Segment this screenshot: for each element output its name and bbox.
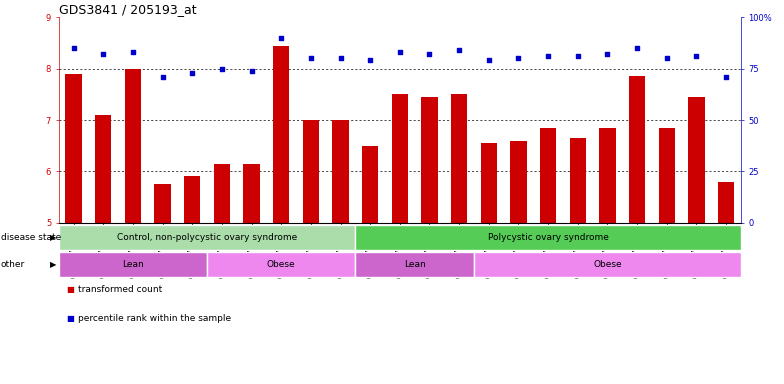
Point xyxy=(97,51,110,57)
Bar xyxy=(95,115,111,223)
Text: Lean: Lean xyxy=(122,260,143,270)
Bar xyxy=(421,97,437,223)
Point xyxy=(305,55,318,61)
Bar xyxy=(273,46,289,223)
Text: other: other xyxy=(1,260,25,270)
Bar xyxy=(184,177,201,223)
Text: Control, non-polycystic ovary syndrome: Control, non-polycystic ovary syndrome xyxy=(117,233,297,242)
Bar xyxy=(510,141,527,223)
Point xyxy=(127,49,140,55)
Point xyxy=(423,51,436,57)
Text: Lean: Lean xyxy=(404,260,426,270)
Bar xyxy=(303,120,319,223)
Point xyxy=(660,55,673,61)
Point xyxy=(275,35,288,41)
Bar xyxy=(540,128,557,223)
Bar xyxy=(688,97,705,223)
Point xyxy=(245,68,258,74)
Bar xyxy=(570,138,586,223)
Point xyxy=(334,55,347,61)
Bar xyxy=(481,143,497,223)
Bar xyxy=(474,252,741,278)
Text: ■: ■ xyxy=(67,285,74,294)
Bar xyxy=(355,225,741,250)
Point xyxy=(482,57,495,63)
Bar xyxy=(659,128,675,223)
Text: percentile rank within the sample: percentile rank within the sample xyxy=(78,314,231,323)
Point xyxy=(156,74,169,80)
Bar xyxy=(332,120,349,223)
Point xyxy=(512,55,524,61)
Text: Obese: Obese xyxy=(593,260,622,270)
Point xyxy=(453,47,466,53)
Text: Obese: Obese xyxy=(267,260,296,270)
Bar xyxy=(214,164,230,223)
Point xyxy=(720,74,732,80)
Bar xyxy=(718,182,734,223)
Point xyxy=(394,49,406,55)
Point xyxy=(364,57,376,63)
Point xyxy=(690,53,702,60)
Point xyxy=(542,53,554,60)
Bar xyxy=(355,252,474,278)
Bar xyxy=(629,76,645,223)
Text: ▶: ▶ xyxy=(50,260,56,270)
Point xyxy=(631,45,644,51)
Text: Polycystic ovary syndrome: Polycystic ovary syndrome xyxy=(488,233,608,242)
Bar xyxy=(207,252,355,278)
Text: ▶: ▶ xyxy=(50,233,56,242)
Text: GDS3841 / 205193_at: GDS3841 / 205193_at xyxy=(59,3,197,16)
Bar xyxy=(66,74,82,223)
Point xyxy=(186,70,198,76)
Point xyxy=(601,51,614,57)
Bar xyxy=(125,69,141,223)
Text: ■: ■ xyxy=(67,314,74,323)
Point xyxy=(216,66,228,72)
Bar xyxy=(59,252,207,278)
Bar xyxy=(451,94,467,223)
Text: transformed count: transformed count xyxy=(78,285,162,294)
Bar xyxy=(392,94,408,223)
Bar xyxy=(154,184,171,223)
Point xyxy=(67,45,80,51)
Text: disease state: disease state xyxy=(1,233,61,242)
Bar xyxy=(59,225,355,250)
Point xyxy=(572,53,584,60)
Bar xyxy=(243,164,260,223)
Bar xyxy=(599,128,615,223)
Bar xyxy=(362,146,379,223)
